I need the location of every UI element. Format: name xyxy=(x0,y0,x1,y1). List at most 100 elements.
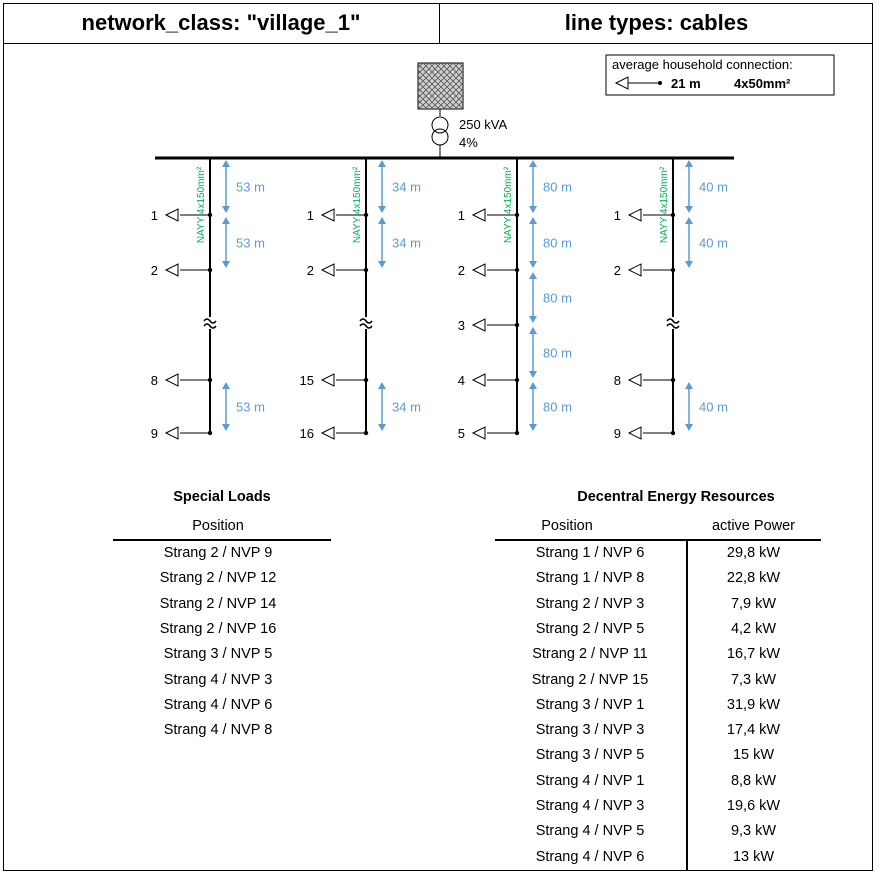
network-class-title: network_class: "village_1" xyxy=(3,3,440,44)
der-power-cell: 9,3 kW xyxy=(730,823,777,840)
arrow-up-icon xyxy=(378,382,386,389)
line-break-icon xyxy=(666,323,680,329)
arrow-down-icon xyxy=(685,261,693,268)
arrow-up-icon xyxy=(685,160,693,167)
der-position-cell: Strang 4 / NVP 6 xyxy=(535,848,645,865)
arrow-down-icon xyxy=(222,261,230,268)
load-arrow-icon xyxy=(471,426,486,440)
cable-type-label: NAYY 4x150mm² xyxy=(659,166,670,243)
special-load-row: Strang 2 / NVP 14 xyxy=(159,595,277,612)
node-label: 8 xyxy=(151,373,158,388)
node-label: 2 xyxy=(458,263,465,278)
special-load-row: Strang 4 / NVP 8 xyxy=(163,722,273,739)
node-label: 9 xyxy=(614,426,621,441)
substation: 250 kVA 4% xyxy=(417,62,508,158)
arrow-up-icon xyxy=(222,382,230,389)
node-dot xyxy=(670,377,676,383)
line-break-icon xyxy=(359,323,373,329)
load-arrow-icon xyxy=(627,426,642,440)
der-column-position: Position xyxy=(541,518,593,534)
special-loads-header-rule xyxy=(113,539,331,541)
segment-length-label: 53 m xyxy=(236,400,265,415)
transformer-icon xyxy=(431,116,449,134)
segment-length-label: 40 m xyxy=(699,400,728,415)
line-types-title: line types: cables xyxy=(440,3,873,44)
der-power-cell: 13 kW xyxy=(732,848,775,865)
special-load-row: Strang 2 / NVP 12 xyxy=(159,570,277,587)
node-label: 5 xyxy=(458,426,465,441)
strand-2: NAYY 4x150mm² 1 2 15 16 34 m 34 m 34 m xyxy=(300,158,421,441)
special-load-row: Strang 2 / NVP 9 xyxy=(163,545,273,561)
node-label: 2 xyxy=(307,263,314,278)
segment-length-label: 53 m xyxy=(236,180,265,195)
arrow-up-icon xyxy=(222,217,230,224)
der-position-cell: Strang 2 / NVP 3 xyxy=(535,595,645,612)
node-dot xyxy=(670,267,676,273)
der-position-cell: Strang 4 / NVP 5 xyxy=(535,823,645,840)
node-dot xyxy=(514,377,520,383)
der-position-cell: Strang 3 / NVP 3 xyxy=(535,722,645,739)
strand-4: NAYY 4x150mm² 1 2 8 9 40 m 40 m 40 m xyxy=(614,158,728,441)
line-break-icon xyxy=(666,318,680,324)
special-load-row: Strang 4 / NVP 3 xyxy=(163,671,273,688)
node-label: 9 xyxy=(151,426,158,441)
der-position-cell: Strang 4 / NVP 1 xyxy=(535,772,645,789)
node-dot xyxy=(514,322,520,328)
der-power-cell: 29,8 kW xyxy=(726,545,781,561)
transformer-power: 250 kVA xyxy=(459,117,508,132)
load-arrow-icon xyxy=(471,373,486,387)
arrow-up-icon xyxy=(529,382,537,389)
der-position-cell: Strang 4 / NVP 3 xyxy=(535,798,645,814)
node-dot xyxy=(207,430,213,436)
legend-load-arrow-icon xyxy=(614,76,629,90)
der-position-cell: Strang 2 / NVP 5 xyxy=(535,620,645,637)
segment-length-label: 40 m xyxy=(699,180,728,195)
arrow-up-icon xyxy=(222,160,230,167)
der-power-cell: 4,2 kW xyxy=(730,620,777,637)
der-position-cell: Strang 1 / NVP 6 xyxy=(535,545,645,561)
strand-3: NAYY 4x150mm² 1 2 3 4 5 80 m 80 m 80 m 80 m 80 m xyxy=(458,158,572,441)
arrow-up-icon xyxy=(685,217,693,224)
load-arrow-icon xyxy=(471,318,486,332)
arrow-up-icon xyxy=(529,217,537,224)
segment-length-label: 80 m xyxy=(543,400,572,415)
legend: average household connection: 21 m 4x50m… xyxy=(605,54,835,96)
der-header-rule xyxy=(495,539,821,541)
arrow-down-icon xyxy=(222,206,230,213)
line-break-icon xyxy=(203,318,217,324)
node-label: 15 xyxy=(300,373,314,388)
arrow-up-icon xyxy=(529,272,537,279)
load-arrow-icon xyxy=(320,426,335,440)
special-loads-column: Position xyxy=(192,518,244,534)
arrow-down-icon xyxy=(529,261,537,268)
segment-length-label: 80 m xyxy=(543,236,572,251)
der-power-cell: 31,9 kW xyxy=(726,696,781,713)
der-power-cell: 15 kW xyxy=(732,747,775,764)
arrow-down-icon xyxy=(685,424,693,431)
arrow-down-icon xyxy=(529,371,537,378)
der-position-cell: Strang 2 / NVP 11 xyxy=(532,646,648,663)
segment-length-label: 34 m xyxy=(392,180,421,195)
cable-type-label: NAYY 4x150mm² xyxy=(196,166,207,243)
arrow-up-icon xyxy=(685,382,693,389)
der-position-cell: Strang 3 / NVP 5 xyxy=(535,747,645,764)
figure-frame xyxy=(3,3,873,871)
der-power-cell: 8,8 kW xyxy=(730,772,777,789)
segment-length-label: 53 m xyxy=(236,236,265,251)
der-position-cell: Strang 3 / NVP 1 xyxy=(535,696,645,713)
node-dot xyxy=(514,212,520,218)
node-dot xyxy=(207,267,213,273)
segment-length-label: 80 m xyxy=(543,291,572,306)
arrow-down-icon xyxy=(222,424,230,431)
node-dot xyxy=(670,212,676,218)
node-label: 4 xyxy=(458,373,465,388)
der-title: Decentral Energy Resources xyxy=(577,489,775,505)
arrow-down-icon xyxy=(685,206,693,213)
load-arrow-icon xyxy=(164,426,179,440)
load-arrow-icon xyxy=(320,208,335,222)
load-arrow-icon xyxy=(320,263,335,277)
load-arrow-icon xyxy=(320,373,335,387)
special-load-row: Strang 2 / NVP 16 xyxy=(159,620,277,637)
node-dot xyxy=(363,377,369,383)
